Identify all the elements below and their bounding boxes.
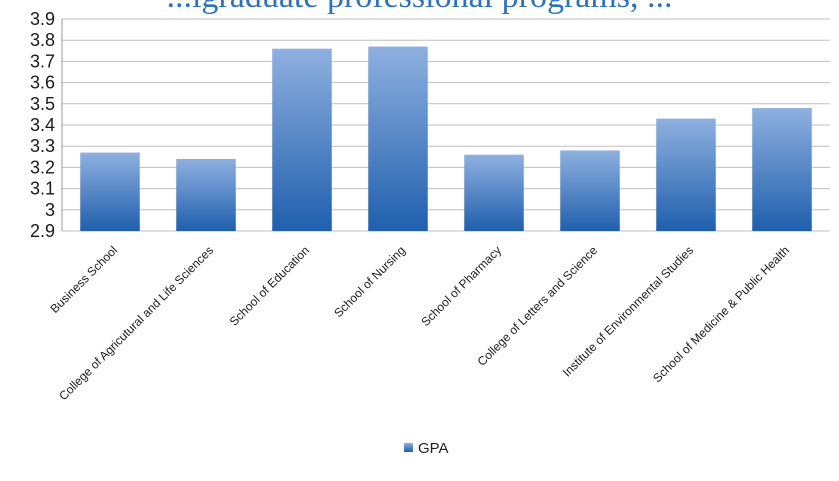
y-tick-label: 3.9 (30, 9, 55, 29)
legend-swatch (404, 443, 413, 452)
y-tick-label: 2.9 (30, 221, 55, 241)
bar (176, 158, 236, 231)
x-tick-label: College of Agricutural and Life Sciences (56, 243, 216, 403)
bar (80, 152, 140, 231)
y-tick-label: 3.2 (30, 157, 55, 177)
chart-title: ...igraduate professional programs, ... (0, 0, 839, 16)
bars (80, 46, 812, 232)
bar (656, 118, 716, 231)
x-tick-label: School of Pharmacy (418, 243, 504, 329)
bar (560, 150, 620, 231)
y-tick-label: 3.5 (30, 94, 55, 114)
bar (368, 46, 428, 232)
y-tick-label: 3.1 (30, 179, 55, 199)
y-tick-label: 3.7 (30, 51, 55, 71)
y-tick-label: 3.8 (30, 30, 55, 50)
bar (272, 48, 332, 232)
x-tick-label: Business School (47, 243, 120, 316)
legend: GPA (404, 440, 449, 457)
bar (464, 154, 524, 231)
x-tick-label: School of Education (227, 243, 312, 328)
y-axis: 2.933.13.23.33.43.53.63.73.83.9 (30, 9, 63, 241)
y-tick-label: 3.6 (30, 73, 55, 93)
y-tick-label: 3 (45, 200, 55, 220)
bar (752, 108, 812, 231)
y-tick-label: 3.4 (30, 115, 55, 135)
legend-label: GPA (418, 440, 449, 457)
x-tick-label: School of Nursing (331, 243, 408, 320)
y-tick-label: 3.3 (30, 136, 55, 156)
